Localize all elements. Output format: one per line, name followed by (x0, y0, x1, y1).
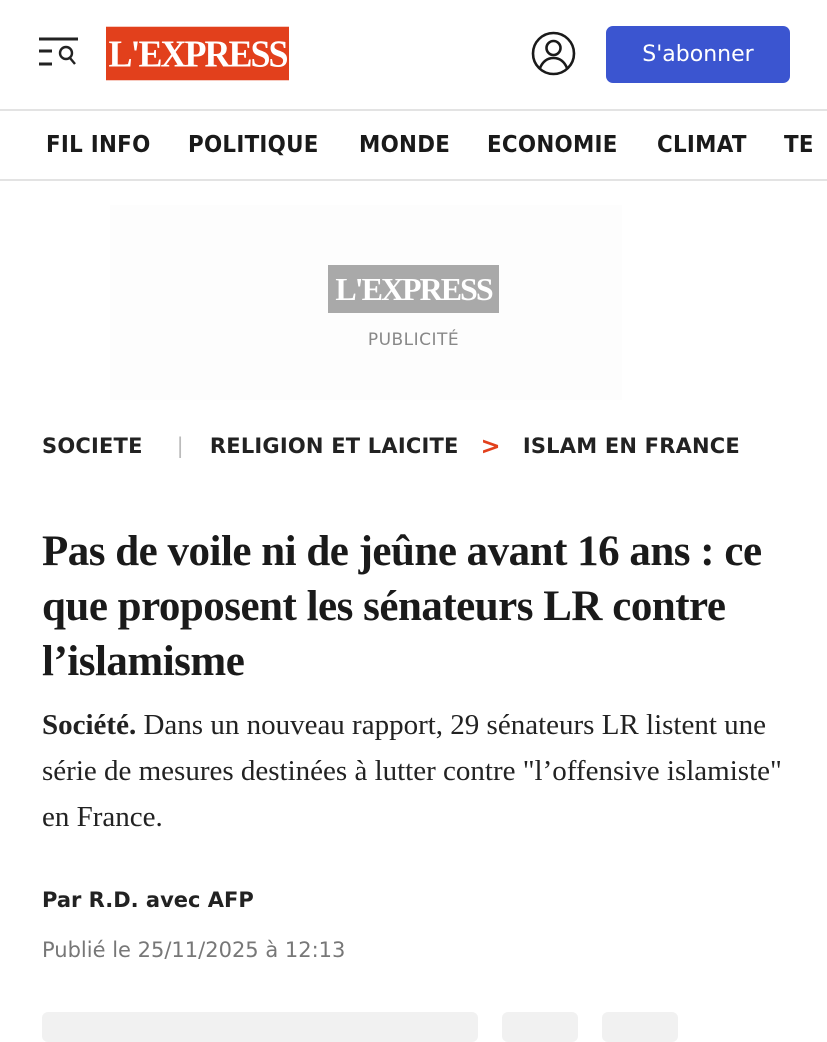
publish-date: Publié le 25/11/2025 à 12:13 (42, 938, 346, 962)
menu-search-icon[interactable] (38, 36, 84, 68)
breadcrumb: SOCIETE | RELIGION ET LAICITE > ISLAM EN… (42, 432, 740, 460)
site-header: L'EXPRESS S'abonner (0, 0, 827, 111)
ad-label: PUBLICITÉ (367, 330, 460, 350)
breadcrumb-category[interactable]: RELIGION ET LAICITE (209, 434, 459, 458)
subscribe-button[interactable]: S'abonner (606, 26, 790, 83)
share-bar-placeholder (42, 1012, 478, 1042)
nav-item-monde[interactable]: MONDE (358, 132, 451, 158)
action-button-placeholder[interactable] (602, 1012, 678, 1042)
nav-item-economie[interactable]: ECONOMIE (486, 132, 618, 158)
lede-label: Société. (42, 709, 137, 741)
ad-logo: L'EXPRESS (328, 265, 499, 313)
nav-item-politique[interactable]: POLITIQUE (188, 132, 320, 158)
breadcrumb-section[interactable]: SOCIETE (42, 434, 143, 458)
article-title: Pas de voile ni de jeûne avant 16 ans : … (42, 528, 762, 685)
user-account-icon[interactable] (531, 31, 576, 76)
byline: Par R.D. avec AFP (42, 888, 254, 912)
breadcrumb-divider: | (176, 434, 184, 458)
action-button-placeholder[interactable] (502, 1012, 578, 1042)
article-lede: Société. Dans un nouveau rapport, 29 sén… (42, 702, 802, 840)
lede-text: Dans un nouveau rapport, 29 sénateurs LR… (42, 709, 782, 833)
nav-item-climat[interactable]: CLIMAT (657, 132, 748, 158)
nav-item-fil-info[interactable]: FIL INFO (46, 132, 151, 158)
site-logo[interactable]: L'EXPRESS (106, 26, 289, 81)
breadcrumb-subcategory[interactable]: ISLAM EN FRANCE (522, 434, 740, 458)
chevron-right-icon: > (480, 432, 501, 460)
nav-item-te[interactable]: TE (783, 132, 814, 158)
section-nav: FIL INFO POLITIQUE MONDE ECONOMIE CLIMAT… (0, 111, 827, 181)
